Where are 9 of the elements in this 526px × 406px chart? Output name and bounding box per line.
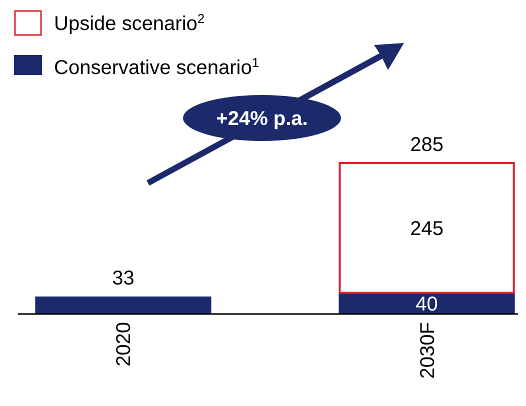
x-tick-label: 2020 bbox=[113, 322, 136, 366]
data-label: 40 bbox=[416, 293, 438, 316]
total-label: 285 bbox=[410, 134, 444, 156]
data-label: 33 bbox=[112, 268, 134, 290]
x-tick-label: 2030F bbox=[416, 322, 439, 379]
data-label: 245 bbox=[410, 218, 444, 240]
legend-label: Upside scenario$^{2}$ bbox=[54, 10, 205, 35]
text: +24% p.a. bbox=[216, 108, 308, 130]
legend-label: Conservative scenario$^{1}$ bbox=[54, 54, 260, 79]
